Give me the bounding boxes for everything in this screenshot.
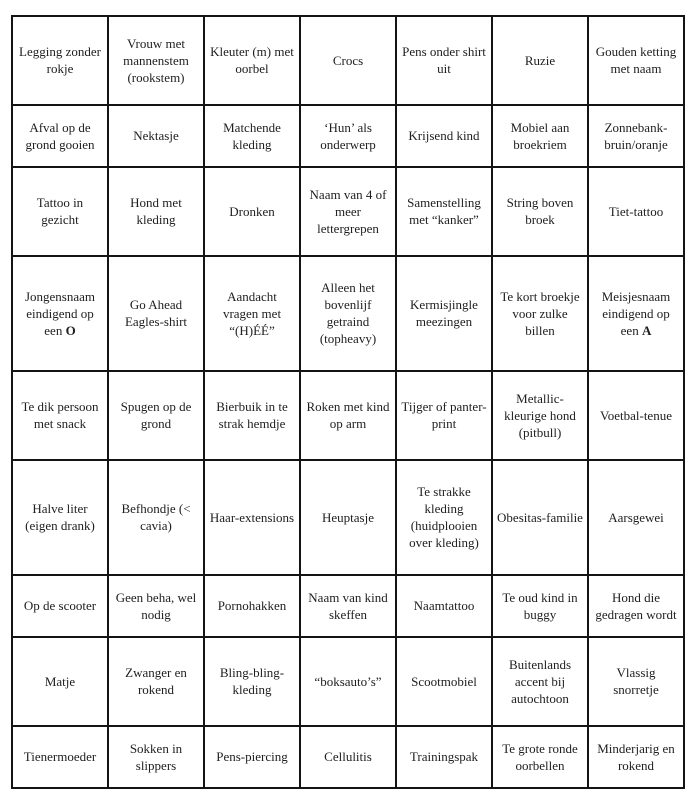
grid-cell: Hond met kleding	[107, 165, 205, 257]
grid-cell: Tienermoeder	[11, 724, 109, 790]
grid-cell: Zonnebank-bruin/oranje	[587, 103, 685, 168]
grid-cell: Krijsend kind	[395, 103, 493, 168]
grid-row: Jongensnaam eindigend op een O Go Ahead E…	[11, 254, 685, 372]
grid-cell: Matchende kleding	[203, 103, 301, 168]
grid-cell: Op de scooter	[11, 573, 109, 639]
grid-cell: Go Ahead Eagles-shirt	[107, 254, 205, 372]
grid-cell: Trainingspak	[395, 724, 493, 790]
grid-cell: Zwanger en rokend	[107, 636, 205, 727]
grid-cell: Voetbal-tenue	[587, 369, 685, 461]
grid-cell: Naamtattoo	[395, 573, 493, 639]
grid-cell: Crocs	[299, 15, 397, 106]
grid-cell: Meisjesnaam eindigend op een A	[587, 254, 685, 372]
grid-cell: Vrouw met mannenstem (rookstem)	[107, 15, 205, 106]
grid-row: Matje Zwanger en rokend Bling-bling-kledin…	[11, 636, 685, 727]
grid-cell: Legging zonder rokje	[11, 15, 109, 106]
grid-cell: Haar-extensions	[203, 458, 301, 576]
grid-cell: Mobiel aan broekriem	[491, 103, 589, 168]
grid-cell: Heuptasje	[299, 458, 397, 576]
grid-cell: Obesitas-familie	[491, 458, 589, 576]
grid-row: Tattoo in gezicht Hond met kleding Dronken…	[11, 165, 685, 257]
grid-cell: Pens-piercing	[203, 724, 301, 790]
grid-cell: ‘Hun’ als onderwerp	[299, 103, 397, 168]
grid-cell: Nektasje	[107, 103, 205, 168]
grid-row: Te dik persoon met snack Spugen op de gro…	[11, 369, 685, 461]
grid-cell: Alleen het bovenlijf getraind (topheavy)	[299, 254, 397, 372]
grid-cell: Gouden ketting met naam	[587, 15, 685, 106]
grid-cell: Kermisjingle meezingen	[395, 254, 493, 372]
grid-cell: Halve liter (eigen drank)	[11, 458, 109, 576]
grid-cell: Te oud kind in buggy	[491, 573, 589, 639]
grid-cell: Ruzie	[491, 15, 589, 106]
grid-cell: Dronken	[203, 165, 301, 257]
grid-cell: Kleuter (m) met oorbel	[203, 15, 301, 106]
grid-row: Legging zonder rokje Vrouw met mannenstem…	[11, 15, 685, 106]
grid-cell: Roken met kind op arm	[299, 369, 397, 461]
grid-cell: Sokken in slippers	[107, 724, 205, 790]
grid-cell: Befhondje (< cavia)	[107, 458, 205, 576]
grid-cell: Geen beha, wel nodig	[107, 573, 205, 639]
grid-cell: Minderjarig en rokend	[587, 724, 685, 790]
grid-cell: Jongensnaam eindigend op een O	[11, 254, 109, 372]
grid-cell: Pens onder shirt uit	[395, 15, 493, 106]
grid-cell: Cellulitis	[299, 724, 397, 790]
grid-cell: Bierbuik in te strak hemdje	[203, 369, 301, 461]
grid-cell: Afval op de grond gooien	[11, 103, 109, 168]
grid-cell: Pornohakken	[203, 573, 301, 639]
grid-cell: Metallic-kleurige hond (pitbull)	[491, 369, 589, 461]
grid-row: Op de scooter Geen beha, wel nodig Pornoha…	[11, 573, 685, 639]
grid-cell: Buitenlands accent bij autochtoon	[491, 636, 589, 727]
grid-row: Tienermoeder Sokken in slippers Pens-pierc…	[11, 724, 685, 790]
grid-cell: “boksauto’s”	[299, 636, 397, 727]
grid-cell: Spugen op de grond	[107, 369, 205, 461]
grid-cell: Te strakke kleding (huidplooien over kle…	[395, 458, 493, 576]
grid-cell: Aandacht vragen met “(H)ÉÉ”	[203, 254, 301, 372]
grid-cell: Scootmobiel	[395, 636, 493, 727]
grid-row: Halve liter (eigen drank) Befhondje (< ca…	[11, 458, 685, 576]
grid-cell: Naam van 4 of meer lettergrepen	[299, 165, 397, 257]
grid-cell: Tijger of panter-print	[395, 369, 493, 461]
grid-cell: Aarsgewei	[587, 458, 685, 576]
grid-cell: Te grote ronde oorbellen	[491, 724, 589, 790]
grid-cell: Hond die gedragen wordt	[587, 573, 685, 639]
grid-cell: Vlassig snorretje	[587, 636, 685, 727]
grid-cell: Te kort broekje voor zulke billen	[491, 254, 589, 372]
grid-cell: Bling-bling-kleding	[203, 636, 301, 727]
grid-row: Afval op de grond gooien Nektasje Matchend…	[11, 103, 685, 168]
grid-cell: Tiet-tattoo	[587, 165, 685, 257]
bingo-grid-body: Legging zonder rokje Vrouw met mannenstem…	[11, 15, 685, 790]
grid-cell: Samenstelling met “kanker”	[395, 165, 493, 257]
grid-cell: Matje	[11, 636, 109, 727]
grid-cell: String boven broek	[491, 165, 589, 257]
grid-cell: Tattoo in gezicht	[11, 165, 109, 257]
bingo-card-table: Legging zonder rokje Vrouw met mannenstem…	[11, 15, 685, 790]
grid-cell: Naam van kind skeffen	[299, 573, 397, 639]
grid-cell: Te dik persoon met snack	[11, 369, 109, 461]
